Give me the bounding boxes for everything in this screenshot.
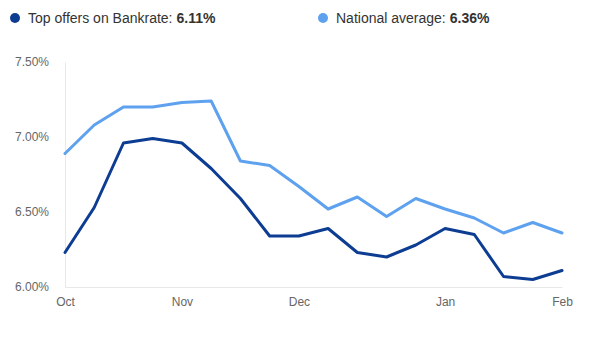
x-axis: Oct Nov Dec Jan Feb xyxy=(56,287,573,309)
x-tick: Feb xyxy=(552,287,573,309)
chart: 6.00% 6.50% 7.00% 7.50% Oct Nov Dec Jan Feb Top o… xyxy=(0,0,595,346)
legend-value: 6.36% xyxy=(450,10,490,26)
x-tick-label: Jan xyxy=(436,295,455,309)
y-tick: 7.00% xyxy=(15,130,65,144)
legend-name: Top offers on Bankrate: xyxy=(28,10,173,26)
legend-item: National average:6.36% xyxy=(318,10,490,26)
x-axis-line xyxy=(66,287,563,288)
plot-area xyxy=(65,101,562,280)
y-tick-label: 6.00% xyxy=(15,280,49,294)
x-tick-label: Oct xyxy=(56,295,75,309)
series-line xyxy=(65,139,562,280)
series-line xyxy=(65,101,562,233)
y-tick: 6.50% xyxy=(15,205,65,219)
x-tick-label: Nov xyxy=(172,295,193,309)
y-tick-label: 6.50% xyxy=(15,205,49,219)
x-tick: Dec xyxy=(289,287,310,309)
legend-swatch xyxy=(318,13,328,23)
x-tick: Nov xyxy=(172,287,193,309)
legend: Top offers on Bankrate:6.11% National ave… xyxy=(10,10,490,26)
y-axis: 6.00% 6.50% 7.00% 7.50% xyxy=(15,55,66,294)
x-tick-label: Feb xyxy=(552,295,573,309)
y-tick-label: 7.50% xyxy=(15,55,49,69)
x-tick-label: Dec xyxy=(289,295,310,309)
x-tick: Jan xyxy=(436,287,455,309)
legend-value: 6.11% xyxy=(177,10,216,26)
legend-label: Top offers on Bankrate:6.11% xyxy=(28,10,216,26)
legend-name: National average: xyxy=(336,10,446,26)
legend-item: Top offers on Bankrate:6.11% xyxy=(10,10,216,26)
y-tick: 6.00% xyxy=(15,280,65,294)
legend-swatch xyxy=(10,13,20,23)
x-tick: Oct xyxy=(56,287,75,309)
legend-label: National average:6.36% xyxy=(336,10,490,26)
y-tick-label: 7.00% xyxy=(15,130,49,144)
y-tick: 7.50% xyxy=(15,55,65,69)
